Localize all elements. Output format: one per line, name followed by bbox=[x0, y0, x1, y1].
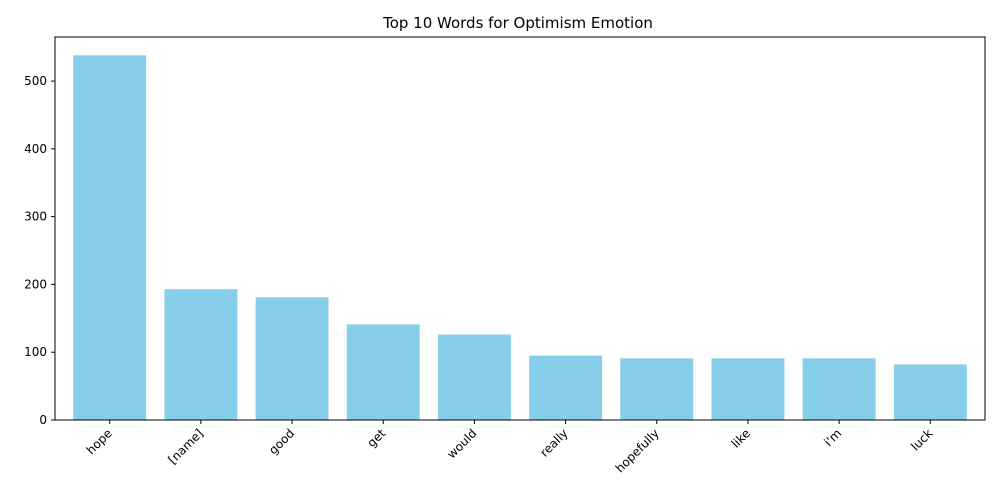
x-tick-label-9: luck bbox=[908, 426, 935, 453]
y-axis-ticks: 0 100 200 300 400 500 bbox=[24, 74, 55, 427]
x-tick-label-4: would bbox=[444, 426, 479, 461]
x-tick-label-0: hope bbox=[84, 426, 115, 457]
x-tick-label-2: good bbox=[266, 426, 297, 457]
x-tick-label-1: [name] bbox=[165, 426, 206, 467]
bar-1 bbox=[164, 289, 238, 420]
bar-4 bbox=[437, 334, 511, 420]
bar-5 bbox=[529, 355, 603, 420]
bar-0 bbox=[73, 55, 147, 421]
bar-7 bbox=[711, 358, 785, 420]
x-tick-label-5: really bbox=[537, 426, 570, 459]
x-tick-label-6: hopefully bbox=[613, 426, 662, 475]
y-tick-label-0: 0 bbox=[39, 413, 47, 427]
bar-2 bbox=[255, 297, 329, 420]
x-tick-label-7: like bbox=[729, 426, 753, 450]
y-tick-label-5: 500 bbox=[24, 74, 47, 88]
bars-layer bbox=[73, 55, 967, 421]
bar-8 bbox=[802, 358, 876, 420]
bar-6 bbox=[620, 358, 694, 420]
x-tick-label-8: i'm bbox=[821, 426, 844, 449]
chart-title: Top 10 Words for Optimism Emotion bbox=[382, 14, 653, 32]
y-tick-label-3: 300 bbox=[24, 210, 47, 224]
x-tick-label-3: get bbox=[365, 426, 389, 450]
y-tick-label-1: 100 bbox=[24, 345, 47, 359]
bar-9 bbox=[893, 364, 967, 420]
plot-frame bbox=[54, 36, 986, 421]
x-axis-ticks: hope [name] good get would really hopefully lik… bbox=[84, 420, 935, 475]
y-tick-label-2: 200 bbox=[24, 277, 47, 291]
y-tick-label-4: 400 bbox=[24, 142, 47, 156]
bar-3 bbox=[346, 324, 420, 420]
axes-layer bbox=[54, 36, 986, 421]
